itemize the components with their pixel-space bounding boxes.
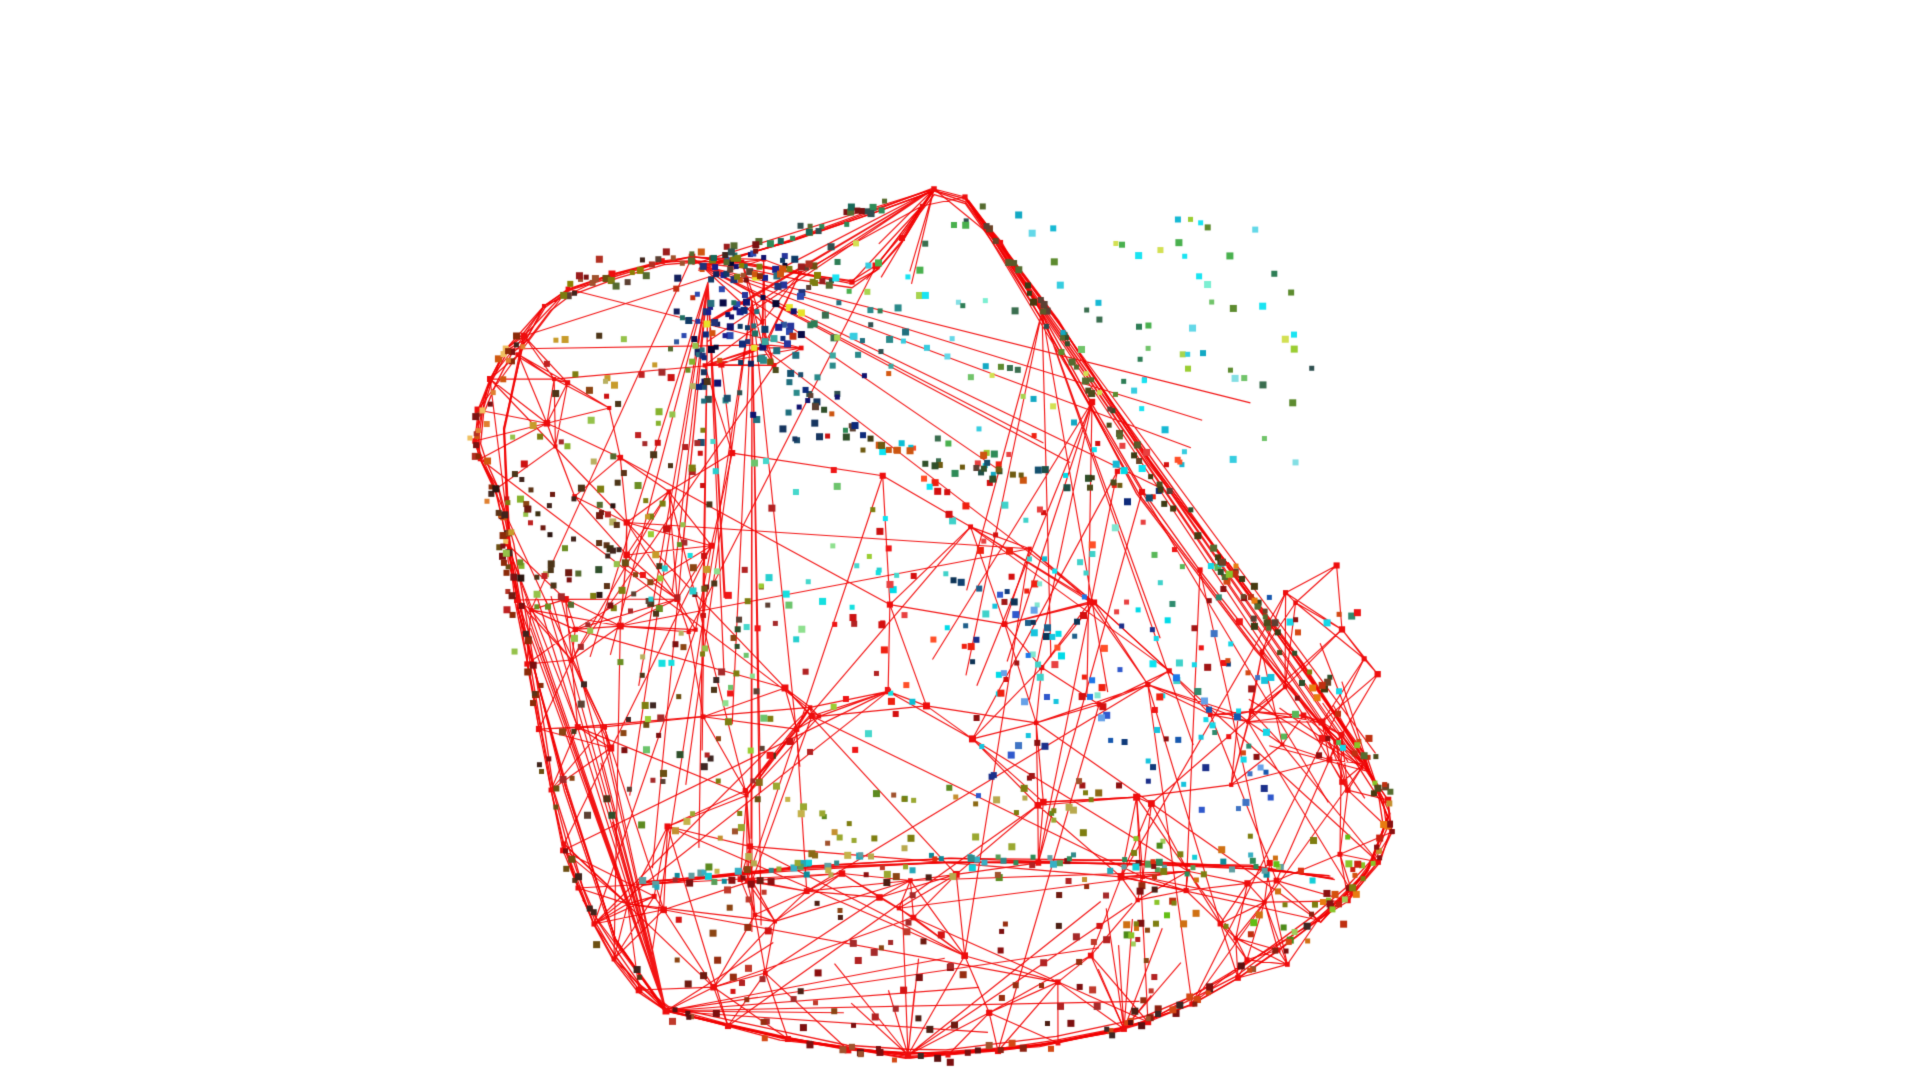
mesh-scatter-canvas [0,0,1920,1080]
plot-area [0,0,1920,1080]
screenshot-root: { "meta": { "background": "#ffffff", "wi… [0,0,1920,1080]
